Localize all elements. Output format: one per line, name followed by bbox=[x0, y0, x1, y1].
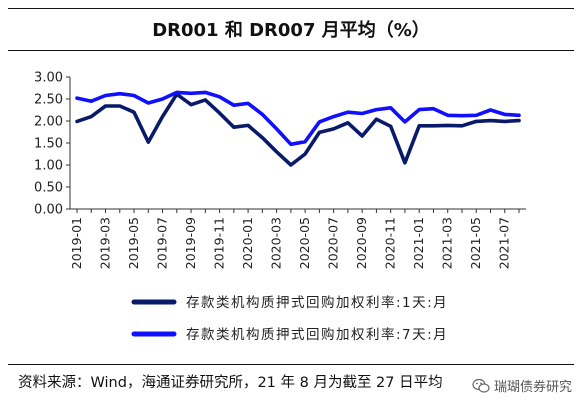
x-tick-label: 2019-03 bbox=[98, 217, 113, 269]
x-tick-label: 2019-01 bbox=[69, 217, 84, 269]
chart-area: 0.00 0.50 1.00 1.50 2.00 2.50 3.00 2019-01 2019-… bbox=[0, 52, 582, 362]
y-tick-label: 2.00 bbox=[34, 115, 63, 130]
series-line-1 bbox=[75, 92, 521, 167]
title-rule bbox=[8, 50, 574, 51]
axes: 0.00 0.50 1.00 1.50 2.00 2.50 3.00 2019-01 2019-… bbox=[34, 71, 526, 269]
x-tick-label: 2020-09 bbox=[354, 217, 369, 269]
x-tick-label: 2021-01 bbox=[411, 217, 426, 269]
x-tick-label: 2020-01 bbox=[240, 217, 255, 269]
bottom-rule bbox=[8, 364, 574, 365]
series-line-2 bbox=[75, 90, 521, 147]
x-tick-label: 2019-09 bbox=[183, 217, 198, 269]
legend-label-2: 存款类机构质押式回购加权利率:7天:月 bbox=[186, 326, 448, 343]
chart-title: DR001 和 DR007 月平均（%） bbox=[152, 20, 430, 41]
watermark: 瑞瑚债券研究 bbox=[472, 376, 572, 395]
source-note: 资料来源：Wind，海通证券研究所，21 年 8 月为截至 27 日平均 bbox=[18, 375, 443, 391]
x-tick-label: 2021-03 bbox=[440, 217, 455, 269]
x-tick-label: 2019-05 bbox=[126, 217, 141, 269]
y-tick-label: 2.50 bbox=[34, 93, 63, 108]
y-tick-label: 1.00 bbox=[34, 159, 63, 174]
y-tick-label: 3.00 bbox=[34, 71, 63, 86]
x-tick-label: 2020-07 bbox=[326, 217, 341, 269]
x-tick-label: 2020-03 bbox=[269, 217, 284, 269]
x-tick-label: 2019-11 bbox=[212, 217, 227, 269]
y-tick-label: 1.50 bbox=[34, 137, 63, 152]
legend-label-1: 存款类机构质押式回购加权利率:1天:月 bbox=[186, 294, 448, 311]
watermark-text: 瑞瑚债券研究 bbox=[493, 380, 572, 395]
y-tick-label: 0.50 bbox=[34, 181, 63, 196]
series-lines bbox=[75, 90, 521, 167]
top-rule bbox=[8, 8, 574, 9]
line-chart: 0.00 0.50 1.00 1.50 2.00 2.50 3.00 2019-01 2019-… bbox=[34, 71, 526, 343]
x-tick-label: 2021-05 bbox=[468, 217, 483, 269]
x-tick-label: 2021-07 bbox=[497, 217, 512, 269]
wechat-icon bbox=[472, 378, 490, 393]
x-tick-label: 2019-07 bbox=[155, 217, 170, 269]
x-tick-label: 2020-11 bbox=[383, 217, 398, 269]
x-tick-label: 2020-05 bbox=[297, 217, 312, 269]
y-tick-label: 0.00 bbox=[34, 203, 63, 218]
